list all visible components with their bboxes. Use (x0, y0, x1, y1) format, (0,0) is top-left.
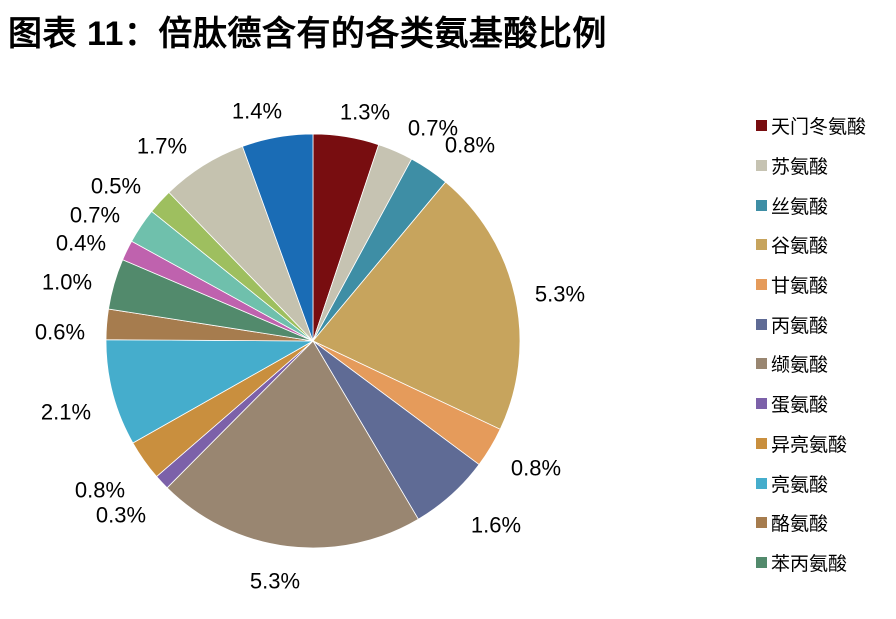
legend-swatch-icon (756, 279, 767, 291)
legend-label: 丝氨酸 (771, 196, 829, 218)
legend-label: 蛋氨酸 (771, 395, 829, 417)
chart-title: 图表 11：倍肽德含有的各类氨基酸比例 (8, 15, 607, 53)
legend-swatch-icon (756, 437, 767, 449)
legend-item: 丙氨酸 (756, 304, 896, 344)
slice-percent-label: 0.7% (408, 116, 458, 141)
legend-swatch-icon (756, 120, 767, 132)
slice-percent-label: 0.8% (75, 478, 125, 503)
legend-swatch-icon (756, 239, 767, 251)
slice-percent-label: 5.3% (535, 282, 585, 307)
slice-percent-label: 5.3% (250, 569, 300, 594)
pie-slice (105, 339, 315, 444)
slice-percent-label: 0.8% (445, 133, 495, 158)
legend-swatch-icon (756, 517, 767, 529)
legend: 天门冬氨酸苏氨酸丝氨酸谷氨酸甘氨酸丙氨酸缬氨酸蛋氨酸异亮氨酸亮氨酸酪氨酸苯丙氨酸 (756, 106, 896, 582)
slice-percent-label: 0.7% (70, 203, 120, 228)
legend-item: 酪氨酸 (756, 503, 896, 543)
legend-label: 丙氨酸 (771, 315, 829, 337)
legend-label: 苯丙氨酸 (771, 553, 848, 575)
legend-label: 酪氨酸 (771, 514, 829, 536)
legend-item: 缬氨酸 (756, 344, 896, 384)
pie-slice (166, 340, 419, 549)
legend-swatch-icon (756, 556, 767, 568)
legend-item: 谷氨酸 (756, 225, 896, 265)
legend-item: 亮氨酸 (756, 463, 896, 503)
pie-slice (241, 133, 314, 342)
legend-swatch-icon (756, 398, 767, 410)
legend-label: 异亮氨酸 (771, 434, 848, 456)
legend-label: 天门冬氨酸 (771, 117, 867, 139)
legend-item: 甘氨酸 (756, 265, 896, 305)
legend-swatch-icon (756, 318, 767, 330)
legend-swatch-icon (756, 199, 767, 211)
slice-percent-label: 0.5% (91, 174, 141, 199)
slice-percent-label: 0.4% (56, 231, 106, 256)
legend-label: 亮氨酸 (771, 474, 829, 496)
pie-slice (312, 181, 521, 430)
legend-item: 苏氨酸 (756, 146, 896, 186)
legend-item: 蛋氨酸 (756, 384, 896, 424)
slice-percent-label: 0.8% (511, 456, 561, 481)
legend-label: 甘氨酸 (771, 276, 829, 298)
legend-label: 苏氨酸 (771, 157, 829, 179)
slice-percent-label: 0.3% (96, 503, 146, 528)
legend-label: 缬氨酸 (771, 355, 829, 377)
legend-item: 苯丙氨酸 (756, 543, 896, 583)
slice-percent-label: 0.6% (35, 320, 85, 345)
legend-item: 丝氨酸 (756, 185, 896, 225)
slice-percent-label: 2.1% (41, 400, 91, 425)
slice-percent-label: 1.4% (232, 99, 282, 124)
legend-swatch-icon (756, 477, 767, 489)
legend-swatch-icon (756, 160, 767, 172)
slice-percent-label: 1.7% (137, 134, 187, 159)
legend-item: 天门冬氨酸 (756, 106, 896, 146)
slice-percent-label: 1.6% (471, 513, 521, 538)
legend-item: 异亮氨酸 (756, 424, 896, 464)
slice-percent-label: 1.3% (340, 100, 390, 125)
slice-percent-label: 1.0% (42, 270, 92, 295)
legend-label: 谷氨酸 (771, 236, 829, 258)
legend-swatch-icon (756, 358, 767, 370)
